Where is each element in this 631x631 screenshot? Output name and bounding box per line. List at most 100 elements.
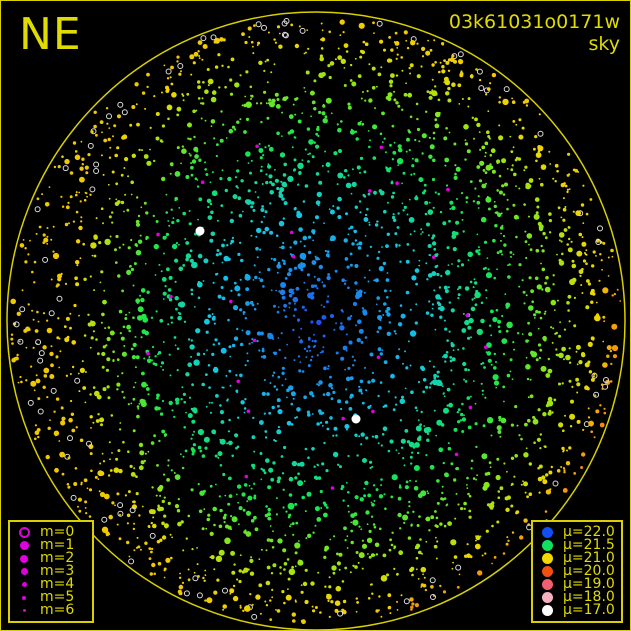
star-marker bbox=[410, 462, 413, 465]
star-marker bbox=[288, 568, 296, 576]
star-marker bbox=[290, 391, 296, 397]
star-marker bbox=[148, 557, 152, 560]
star-marker bbox=[317, 200, 321, 204]
star-marker bbox=[511, 100, 516, 104]
star-marker bbox=[304, 51, 307, 54]
star-marker bbox=[245, 101, 252, 108]
star-marker bbox=[432, 365, 435, 368]
star-marker bbox=[286, 343, 289, 346]
star-marker bbox=[441, 65, 445, 69]
star-marker bbox=[171, 220, 175, 225]
star-marker bbox=[104, 238, 111, 246]
star-marker bbox=[416, 127, 421, 132]
star-marker bbox=[182, 211, 186, 216]
star-marker bbox=[148, 547, 152, 550]
star-marker bbox=[116, 200, 121, 204]
star-marker bbox=[227, 502, 231, 506]
star-marker bbox=[415, 480, 417, 483]
star-marker bbox=[446, 339, 449, 342]
star-marker bbox=[488, 137, 491, 140]
star-marker bbox=[381, 246, 383, 248]
star-marker bbox=[509, 251, 513, 254]
star-marker bbox=[484, 155, 487, 158]
star-marker bbox=[229, 78, 233, 82]
star-marker bbox=[528, 243, 530, 246]
star-marker bbox=[399, 527, 402, 530]
star-marker bbox=[325, 420, 329, 424]
star-marker bbox=[397, 104, 401, 108]
star-marker bbox=[290, 523, 292, 526]
star-marker bbox=[547, 357, 550, 361]
star-marker bbox=[325, 97, 332, 104]
star-marker bbox=[484, 171, 488, 175]
star-marker bbox=[340, 356, 345, 361]
star-marker bbox=[89, 193, 92, 196]
star-marker bbox=[176, 113, 180, 117]
star-marker bbox=[124, 317, 128, 320]
star-marker bbox=[135, 546, 139, 549]
star-marker bbox=[361, 543, 368, 549]
star-marker bbox=[503, 462, 506, 465]
star-marker bbox=[146, 358, 152, 364]
star-marker bbox=[211, 190, 218, 197]
star-marker bbox=[137, 306, 144, 313]
star-marker bbox=[356, 243, 359, 246]
star-marker bbox=[107, 183, 110, 186]
star-marker bbox=[319, 56, 325, 62]
star-marker bbox=[244, 40, 248, 45]
planet-marker bbox=[146, 351, 150, 356]
star-marker bbox=[442, 461, 445, 465]
star-marker bbox=[488, 324, 492, 327]
star-marker bbox=[492, 374, 499, 381]
star-marker bbox=[280, 180, 283, 183]
star-marker bbox=[198, 57, 201, 59]
star-marker bbox=[553, 309, 556, 311]
star-marker bbox=[472, 200, 476, 203]
star-marker bbox=[538, 113, 541, 116]
magnitude-label: m=2 bbox=[40, 550, 75, 566]
star-marker bbox=[167, 88, 170, 91]
star-marker bbox=[135, 249, 142, 256]
star-marker bbox=[581, 452, 586, 457]
star-marker bbox=[269, 190, 275, 195]
star-marker bbox=[227, 176, 232, 182]
star-marker bbox=[181, 581, 185, 585]
star-marker bbox=[431, 271, 437, 277]
star-marker bbox=[115, 234, 119, 239]
star-marker bbox=[269, 618, 273, 621]
star-marker bbox=[207, 314, 212, 318]
star-marker bbox=[436, 479, 440, 483]
star-marker bbox=[185, 411, 187, 414]
star-marker bbox=[99, 281, 102, 284]
star-marker bbox=[204, 161, 206, 164]
star-marker bbox=[136, 122, 140, 127]
star-marker bbox=[372, 156, 377, 160]
star-marker bbox=[213, 322, 216, 325]
star-marker bbox=[173, 336, 177, 339]
star-marker bbox=[432, 158, 436, 163]
star-marker bbox=[406, 137, 410, 142]
star-marker bbox=[401, 108, 404, 112]
star-marker bbox=[202, 489, 206, 493]
star-marker bbox=[370, 515, 374, 518]
star-marker bbox=[260, 478, 263, 481]
star-marker bbox=[335, 351, 339, 355]
star-marker bbox=[185, 253, 192, 259]
star-marker bbox=[259, 169, 263, 173]
star-marker bbox=[44, 202, 50, 207]
star-marker bbox=[301, 619, 306, 625]
star-marker bbox=[150, 316, 154, 319]
star-marker bbox=[427, 39, 429, 42]
star-marker bbox=[278, 348, 281, 352]
star-marker bbox=[155, 494, 158, 497]
star-marker bbox=[503, 243, 507, 247]
star-marker bbox=[413, 486, 419, 491]
star-marker bbox=[286, 396, 288, 399]
star-marker bbox=[596, 313, 599, 317]
star-marker bbox=[320, 47, 324, 50]
star-marker bbox=[130, 402, 133, 405]
star-marker bbox=[220, 420, 225, 424]
star-marker bbox=[463, 378, 466, 381]
star-marker bbox=[394, 31, 398, 35]
star-marker bbox=[130, 193, 133, 196]
